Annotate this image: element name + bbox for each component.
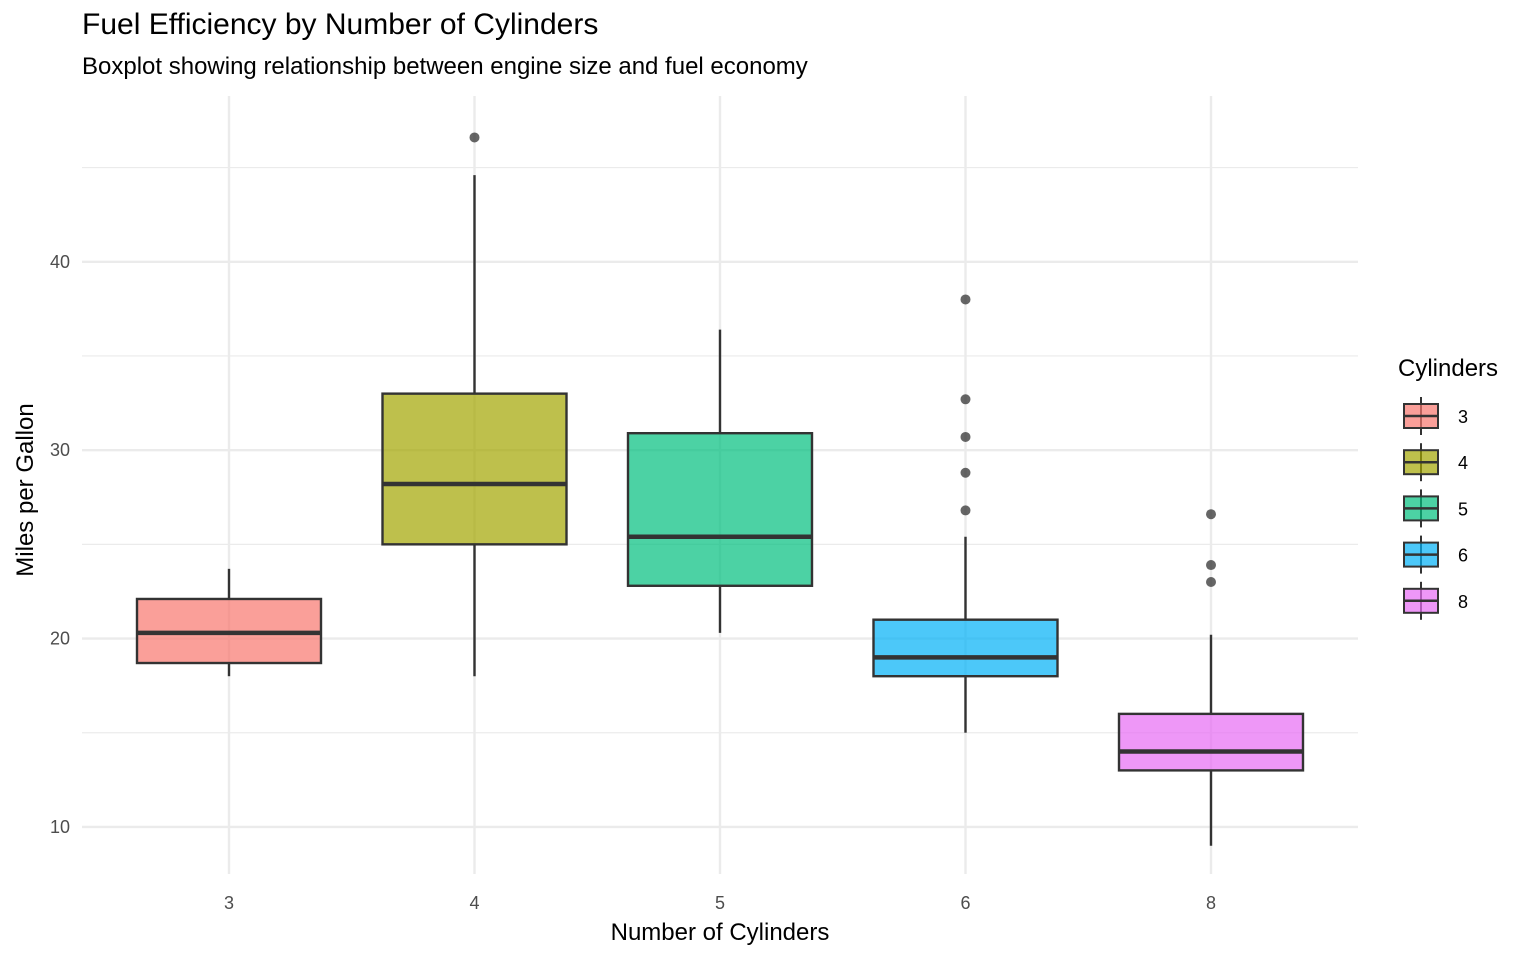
x-tick-label: 4 — [469, 893, 479, 913]
x-tick-label: 6 — [960, 893, 970, 913]
legend-label: 4 — [1458, 453, 1468, 473]
y-tick-label: 40 — [50, 252, 70, 272]
outlier-point — [960, 467, 971, 478]
x-axis-title: Number of Cylinders — [611, 919, 830, 946]
box-group — [1117, 509, 1305, 846]
chart-title: Fuel Efficiency by Number of Cylinders — [82, 8, 599, 41]
legend-item: 5 — [1403, 489, 1468, 528]
y-tick-label: 20 — [50, 629, 70, 649]
legend-label: 3 — [1458, 407, 1468, 427]
box — [872, 618, 1059, 678]
outlier-point — [960, 431, 971, 442]
legend-label: 5 — [1458, 499, 1468, 519]
legend: Cylinders 3 4 5 6 8 — [1398, 355, 1498, 620]
boxplot-series — [135, 132, 1305, 846]
legend-item: 3 — [1403, 397, 1468, 435]
x-tick-label: 3 — [224, 893, 234, 913]
box-group — [381, 132, 568, 677]
outlier-point — [960, 394, 971, 405]
box — [626, 431, 814, 587]
outlier-point — [1206, 577, 1216, 588]
outlier-point — [960, 505, 971, 516]
x-tick-label: 8 — [1206, 893, 1216, 913]
y-axis-title: Miles per Gallon — [12, 403, 39, 576]
outlier-point — [1206, 509, 1216, 520]
legend-title: Cylinders — [1398, 355, 1498, 382]
outlier-point — [960, 294, 971, 305]
outlier-point — [1206, 560, 1216, 571]
box-group — [872, 294, 1059, 733]
outlier-point — [469, 132, 480, 143]
legend-item: 8 — [1403, 581, 1468, 620]
y-tick-label: 10 — [50, 817, 70, 837]
legend-label: 6 — [1458, 546, 1468, 566]
box-group — [626, 329, 814, 633]
box-group — [135, 568, 323, 677]
axes: Number of Cylinders Miles per Gallon 10 2… — [12, 252, 1216, 946]
box — [381, 392, 568, 546]
chart-subtitle: Boxplot showing relationship between eng… — [82, 53, 808, 80]
legend-item: 4 — [1403, 443, 1468, 482]
y-tick-label: 30 — [50, 440, 70, 460]
box — [1117, 712, 1305, 772]
legend-item: 6 — [1403, 535, 1468, 574]
x-tick-label: 5 — [715, 893, 725, 913]
legend-label: 8 — [1458, 592, 1468, 612]
